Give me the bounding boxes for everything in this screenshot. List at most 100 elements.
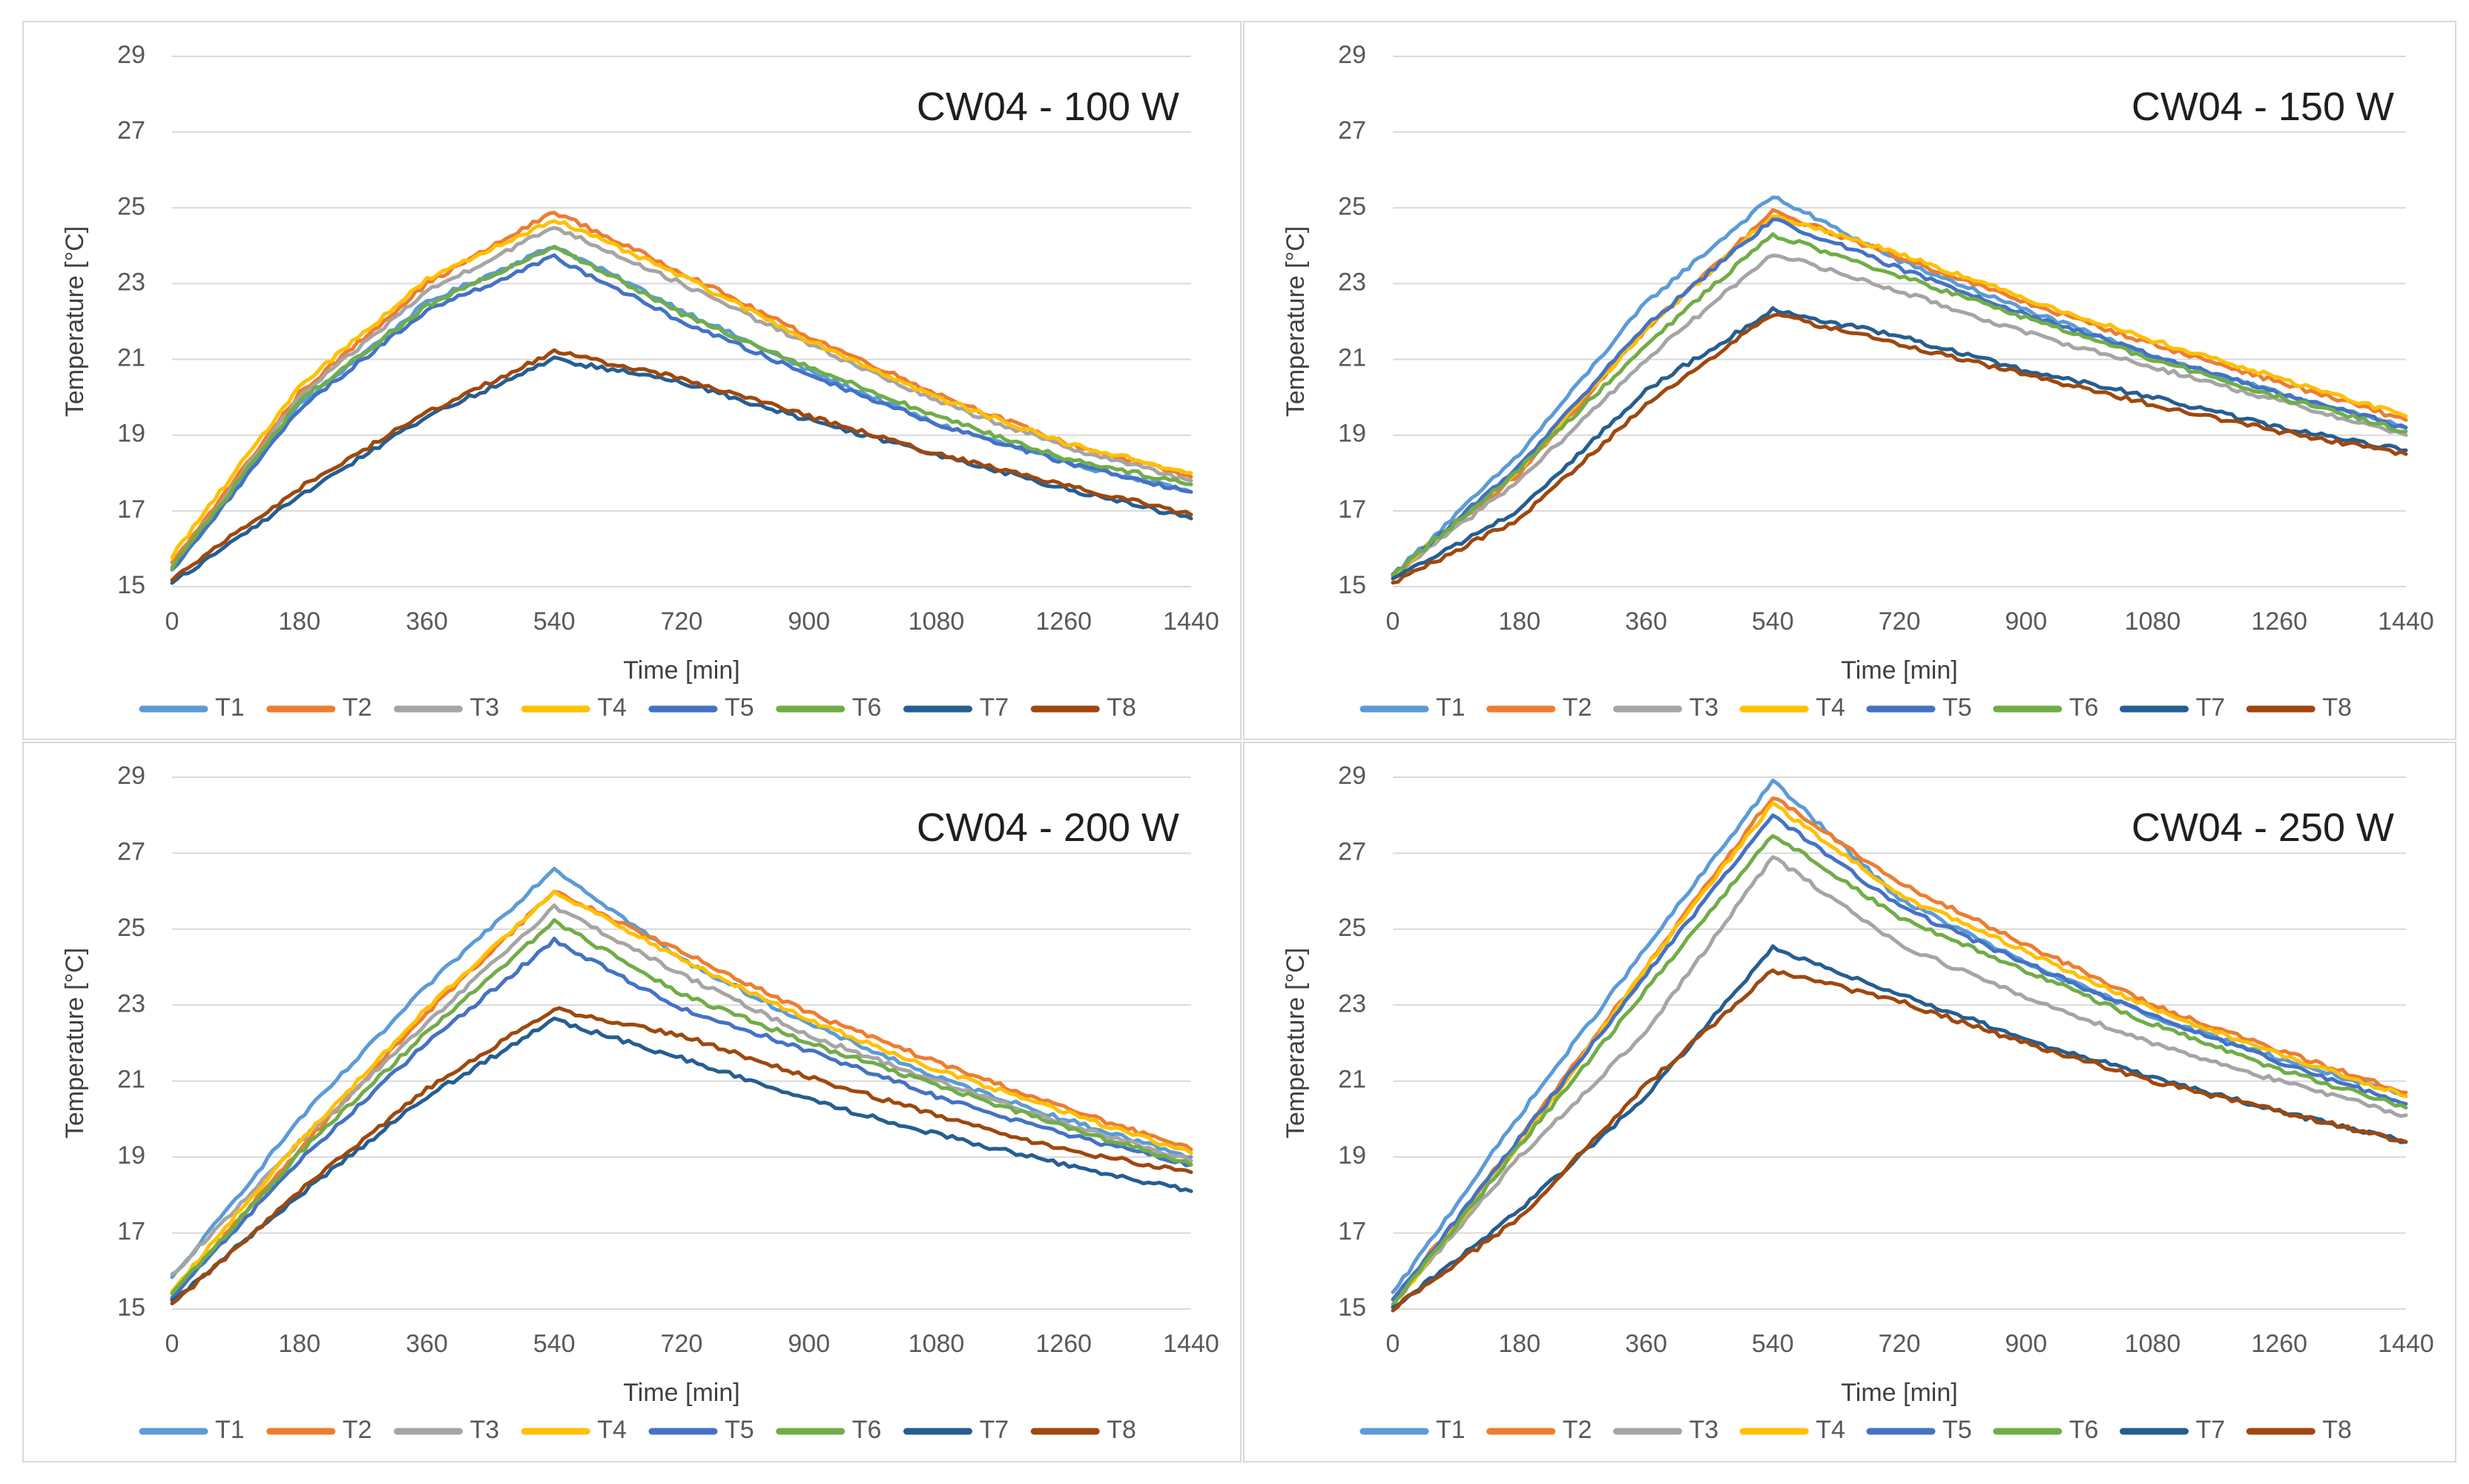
legend-label-t1: T1 [1436,693,1466,722]
chart-panel-200w: 15 17 19 21 23 25 27 29 0 180 360 540 720 900 1080 1260… [22,742,1242,1462]
legend-label-t1: T1 [1436,1416,1466,1444]
y-tick-label: 21 [1338,344,1366,372]
y-tick-label: 23 [1338,268,1366,296]
series-line-t7 [1391,306,2408,581]
series-line-t3 [170,225,1193,569]
x-tick-label: 1440 [2378,607,2434,636]
y-axis-title: Temperature [°C] [1282,948,1310,1138]
series-line-t1 [1391,778,2408,1294]
chart-svg-cw04-100-w: 15 17 19 21 23 25 27 29 0 180 360 540 720 900 1080 1260… [61,41,1219,722]
x-tick-label: 0 [1386,1330,1400,1358]
x-tick-label: 720 [1879,1330,1921,1358]
x-tick-label: 1080 [2125,607,2181,636]
y-tick-label: 21 [1338,1066,1366,1094]
x-axis-title: Time [min] [623,656,739,685]
y-tick-label: 19 [117,420,145,448]
y-tick-label: 25 [117,914,145,942]
series-line-t7 [170,1016,1193,1302]
series-line-t4 [170,219,1193,560]
x-tick-label: 540 [1752,607,1794,636]
x-tick-label: 360 [406,607,448,636]
y-tick-label: 19 [1338,420,1366,448]
x-tick-label: 720 [661,607,703,636]
legend-label-t7: T7 [980,1416,1009,1444]
x-tick-label: 180 [278,1330,320,1358]
x-tick-label: 360 [1625,1330,1667,1358]
series-line-t3 [1391,254,2408,579]
legend-label-t8: T8 [1107,1416,1136,1444]
legend-label-t5: T5 [1942,693,1972,722]
y-tick-label: 29 [117,41,145,69]
chart-title: CW04 - 200 W [917,805,1179,850]
x-axis-title: Time [min] [1841,656,1957,685]
legend-label-t3: T3 [1690,693,1719,722]
legend-label-t4: T4 [1816,1416,1845,1444]
y-tick-label: 29 [1338,41,1366,69]
series-line-t4 [170,889,1193,1294]
y-tick-label: 23 [117,989,145,1018]
series-line-t5 [1391,813,2408,1302]
y-tick-label: 25 [1338,192,1366,220]
x-tick-label: 1260 [1035,607,1092,636]
y-tick-label: 17 [117,495,145,524]
y-tick-label: 23 [117,268,145,296]
legend-label-t2: T2 [343,1416,372,1444]
series-line-t2 [170,211,1193,564]
legend-label-t2: T2 [343,693,372,722]
x-tick-label: 1080 [909,607,965,636]
legend-label-t5: T5 [725,1416,754,1444]
x-tick-label: 1260 [1035,1330,1092,1358]
legend-label-t8: T8 [1107,693,1136,722]
chart-panel-150w: 15 17 19 21 23 25 27 29 0 180 360 540 720 900 1080 1260… [1243,21,2456,740]
series-line-t6 [170,245,1193,571]
x-axis-title: Time [min] [1841,1379,1957,1407]
x-tick-label: 1440 [2378,1330,2434,1358]
y-tick-label: 27 [117,116,145,145]
chart-svg-cw04-150-w: 15 17 19 21 23 25 27 29 0 180 360 540 720 900 1080 1260… [1282,41,2434,722]
y-tick-label: 19 [1338,1141,1366,1170]
y-axis-title: Temperature [°C] [61,948,89,1138]
series-line-t1 [170,245,1193,569]
x-tick-label: 1080 [2125,1330,2181,1358]
y-tick-label: 25 [1338,914,1366,942]
x-tick-label: 720 [1879,607,1921,636]
x-tick-label: 540 [1752,1330,1794,1358]
y-tick-label: 21 [117,1066,145,1094]
legend-label-t4: T4 [1816,693,1845,722]
legend-label-t8: T8 [2322,1416,2352,1444]
x-tick-label: 180 [1498,607,1540,636]
y-axis-title: Temperature [°C] [61,226,89,417]
series-line-t6 [1391,834,2408,1307]
series-line-t4 [1391,214,2408,579]
legend-label-t4: T4 [597,1416,627,1444]
x-tick-label: 1260 [2251,607,2307,636]
y-tick-label: 25 [117,192,145,220]
y-tick-label: 23 [1338,989,1366,1018]
y-tick-label: 17 [1338,1218,1366,1246]
series-line-t6 [170,918,1193,1296]
series-line-t8 [170,348,1193,582]
x-tick-label: 0 [1386,607,1400,636]
legend-label-t2: T2 [1563,693,1592,722]
series-line-t2 [170,889,1193,1299]
x-tick-label: 360 [1625,607,1667,636]
legend-label-t1: T1 [215,1416,245,1444]
y-tick-label: 15 [117,571,145,599]
x-tick-label: 180 [1498,1330,1540,1358]
x-tick-label: 900 [788,607,830,636]
legend-label-t7: T7 [2196,693,2226,722]
y-tick-label: 27 [1338,116,1366,145]
chart-title: CW04 - 100 W [917,85,1179,129]
series-line-t4 [1391,801,2408,1309]
y-tick-label: 17 [1338,495,1366,524]
series-line-t5 [170,253,1193,572]
y-tick-label: 15 [117,1293,145,1322]
x-tick-label: 900 [788,1330,830,1358]
series-line-t5 [1391,217,2408,577]
legend-label-t6: T6 [852,1416,882,1444]
legend-label-t3: T3 [470,1416,500,1444]
y-tick-label: 19 [117,1141,145,1170]
legend-label-t1: T1 [215,693,245,722]
legend-label-t5: T5 [1942,1416,1972,1444]
series-line-t2 [1391,797,2408,1302]
